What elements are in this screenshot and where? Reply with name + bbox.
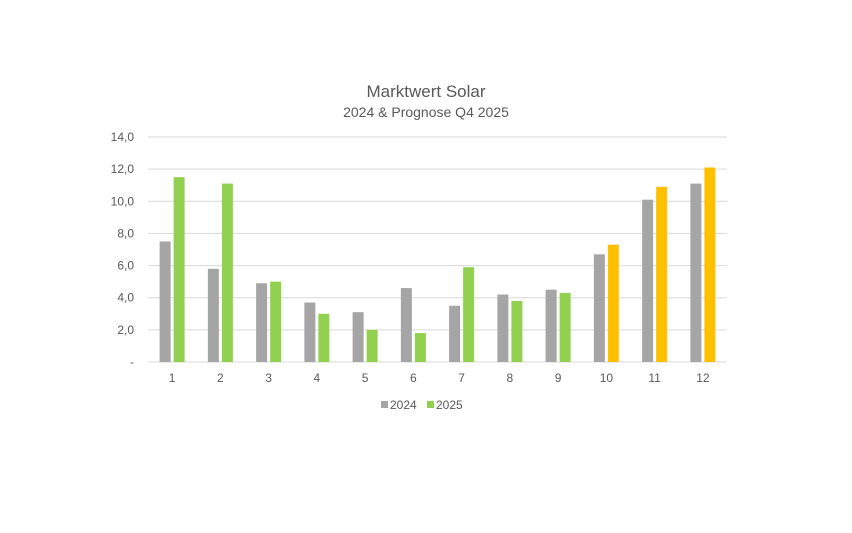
- y-tick-label: 14,0: [111, 130, 135, 144]
- x-tick-label: 10: [600, 371, 614, 385]
- bar-2024-10: [593, 254, 605, 362]
- bar-2025-4: [318, 313, 330, 362]
- bar-2024-2: [207, 268, 219, 362]
- chart-subtitle: 2024 & Prognose Q4 2025: [343, 104, 509, 120]
- y-tick-label: 12,0: [111, 162, 135, 176]
- bar-2025-2: [221, 183, 233, 362]
- bar-2024-8: [497, 294, 509, 362]
- y-tick-label: 10,0: [111, 194, 135, 208]
- x-tick-label: 6: [410, 371, 417, 385]
- bar-2024-3: [256, 283, 268, 362]
- bar-2024-12: [690, 183, 702, 362]
- bar-2025-9: [559, 292, 571, 362]
- bar-2024-11: [642, 199, 654, 362]
- legend-swatch-2024: [381, 401, 388, 408]
- bar-2025-1: [173, 177, 185, 362]
- bar-2025-3: [270, 281, 282, 362]
- bar-2024-6: [400, 288, 412, 362]
- y-tick-label: 2,0: [117, 323, 134, 337]
- bar-2024-4: [304, 302, 316, 362]
- bar-2025-8: [511, 300, 523, 362]
- x-tick-label: 3: [265, 371, 272, 385]
- legend-label-2024: 2024: [390, 398, 417, 412]
- x-tick-label: 11: [648, 371, 661, 385]
- x-tick-label: 12: [696, 371, 710, 385]
- bar-2025-6: [414, 333, 426, 362]
- x-tick-label: 1: [169, 371, 176, 385]
- bar-2025-12: [704, 167, 716, 362]
- x-tick-label: 5: [362, 371, 369, 385]
- bar-2025-11: [656, 186, 668, 362]
- chart-title: Marktwert Solar: [366, 82, 486, 101]
- y-tick-label: 4,0: [117, 291, 134, 305]
- x-tick-label: 2: [217, 371, 224, 385]
- bar-2024-9: [545, 289, 557, 362]
- x-tick-label: 4: [314, 371, 321, 385]
- y-tick-label: 8,0: [117, 226, 134, 240]
- y-tick-label: -: [130, 355, 134, 369]
- bar-2024-7: [449, 305, 461, 362]
- bar-2025-7: [463, 267, 475, 362]
- x-tick-label: 8: [507, 371, 514, 385]
- bar-2025-5: [366, 329, 378, 362]
- y-tick-label: 6,0: [117, 259, 134, 273]
- legend-swatch-2025: [427, 401, 434, 408]
- legend-label-2025: 2025: [436, 398, 463, 412]
- bar-2024-5: [352, 312, 364, 362]
- x-tick-label: 9: [555, 371, 562, 385]
- x-tick-label: 7: [458, 371, 465, 385]
- bar-2025-10: [607, 244, 619, 362]
- bar-2024-1: [159, 241, 171, 362]
